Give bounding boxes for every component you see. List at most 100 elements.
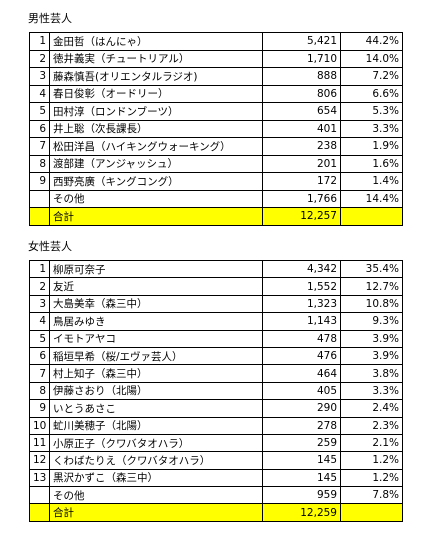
- percent-cell: 9.3%: [340, 312, 403, 331]
- rank-cell: 8: [29, 154, 50, 173]
- table-row: 13 黒沢かずこ（森三中） 145 1.2%: [29, 468, 403, 488]
- votes-cell: 4,342: [262, 259, 341, 279]
- percent-cell: 3.3%: [340, 119, 403, 138]
- percent-cell: 2.1%: [340, 433, 403, 453]
- table-row: 12 くわばたりえ（クワバタオハラ） 145 1.2%: [29, 451, 403, 470]
- table-row: 10 虻川美穂子（北陽） 278 2.3%: [29, 416, 403, 435]
- table-row: 11 小原正子（クワバタオハラ） 259 2.1%: [29, 433, 403, 453]
- percent-cell: 1.6%: [340, 154, 403, 173]
- rank-cell: 5: [29, 329, 50, 348]
- votes-cell: 1,323: [262, 294, 341, 314]
- rank-cell: 11: [29, 433, 50, 453]
- percent-cell: 12.7%: [340, 277, 403, 296]
- table-row: 1 金田哲（はんにゃ） 5,421 44.2%: [29, 32, 403, 51]
- table-row: 8 伊藤さおり（北陽） 405 3.3%: [29, 381, 403, 401]
- table-row: その他 959 7.8%: [29, 486, 403, 505]
- name-cell: 村上知子（森三中）: [49, 364, 263, 383]
- votes-cell: 5,421: [262, 32, 341, 51]
- name-cell: 虻川美穂子（北陽）: [49, 416, 263, 435]
- votes-cell: 654: [262, 102, 341, 121]
- votes-cell: 145: [262, 468, 341, 488]
- table-row: 3 大島美幸（森三中） 1,323 10.8%: [29, 294, 403, 314]
- percent-cell: 3.8%: [340, 364, 403, 383]
- votes-cell: 478: [262, 329, 341, 348]
- female-section-title: 女性芸人: [28, 240, 72, 253]
- rank-cell: 5: [29, 102, 50, 121]
- name-cell: 西野亮廣（キングコング）: [49, 172, 263, 191]
- votes-cell: 238: [262, 137, 341, 156]
- rank-cell: [29, 486, 50, 505]
- name-cell: 徳井義実（チュートリアル）: [49, 49, 263, 68]
- table-row: 5 田村淳（ロンドンブーツ） 654 5.3%: [29, 102, 403, 121]
- percent-cell: 7.8%: [340, 486, 403, 505]
- rank-cell: [29, 189, 50, 208]
- name-cell: 藤森慎吾(オリエンタルラジオ): [49, 67, 263, 86]
- table-row: 9 西野亮廣（キングコング） 172 1.4%: [29, 172, 403, 191]
- table-row: 3 藤森慎吾(オリエンタルラジオ) 888 7.2%: [29, 67, 403, 86]
- percent-cell: 14.0%: [340, 49, 403, 68]
- name-cell: 春日俊彰（オードリー）: [49, 84, 263, 103]
- name-cell: その他: [49, 189, 263, 208]
- total-rank-cell: [29, 207, 50, 226]
- name-cell: 田村淳（ロンドンブーツ）: [49, 102, 263, 121]
- table-row: 9 いとうあさこ 290 2.4%: [29, 399, 403, 418]
- percent-cell: 1.4%: [340, 172, 403, 191]
- total-rank-cell: [29, 503, 50, 522]
- table-row: その他 1,766 14.4%: [29, 189, 403, 208]
- votes-cell: 259: [262, 433, 341, 453]
- rank-cell: 12: [29, 451, 50, 470]
- total-row: 合計 12,259: [29, 503, 403, 522]
- male-section-title: 男性芸人: [28, 12, 72, 25]
- name-cell: 金田哲（はんにゃ）: [49, 32, 263, 51]
- rank-cell: 13: [29, 468, 50, 488]
- votes-cell: 1,143: [262, 312, 341, 331]
- votes-cell: 476: [262, 346, 341, 366]
- votes-cell: 278: [262, 416, 341, 435]
- total-votes: 12,259: [262, 503, 341, 522]
- name-cell: その他: [49, 486, 263, 505]
- percent-cell: 5.3%: [340, 102, 403, 121]
- votes-cell: 1,766: [262, 189, 341, 208]
- rank-cell: 3: [29, 67, 50, 86]
- name-cell: 伊藤さおり（北陽）: [49, 381, 263, 401]
- votes-cell: 1,710: [262, 49, 341, 68]
- name-cell: 松田洋昌（ハイキングウォーキング）: [49, 137, 263, 156]
- table-row: 4 鳥居みゆき 1,143 9.3%: [29, 312, 403, 331]
- total-label: 合計: [49, 503, 263, 522]
- rank-cell: 7: [29, 364, 50, 383]
- rank-cell: 4: [29, 312, 50, 331]
- rank-cell: 4: [29, 84, 50, 103]
- name-cell: 渡部建（アンジャッシュ）: [49, 154, 263, 173]
- name-cell: 鳥居みゆき: [49, 312, 263, 331]
- male-ranking-table: 1 金田哲（はんにゃ） 5,421 44.2% 2 徳井義実（チュートリアル） 1,710 1…: [29, 32, 403, 226]
- total-votes: 12,257: [262, 207, 341, 226]
- table-row: 5 イモトアヤコ 478 3.9%: [29, 329, 403, 348]
- votes-cell: 405: [262, 381, 341, 401]
- rank-cell: 6: [29, 346, 50, 366]
- rank-cell: 10: [29, 416, 50, 435]
- percent-cell: 3.3%: [340, 381, 403, 401]
- table-row: 8 渡部建（アンジャッシュ） 201 1.6%: [29, 154, 403, 173]
- table-row: 1 柳原可奈子 4,342 35.4%: [29, 259, 403, 279]
- rank-cell: 1: [29, 259, 50, 279]
- name-cell: 稲垣早希（桜/エヴァ芸人）: [49, 346, 263, 366]
- table-row: 6 稲垣早希（桜/エヴァ芸人） 476 3.9%: [29, 346, 403, 366]
- name-cell: 柳原可奈子: [49, 259, 263, 279]
- name-cell: 大島美幸（森三中）: [49, 294, 263, 314]
- total-row: 合計 12,257: [29, 207, 403, 226]
- percent-cell: 1.9%: [340, 137, 403, 156]
- votes-cell: 888: [262, 67, 341, 86]
- name-cell: 黒沢かずこ（森三中）: [49, 468, 263, 488]
- percent-cell: 1.2%: [340, 468, 403, 488]
- votes-cell: 1,552: [262, 277, 341, 296]
- votes-cell: 172: [262, 172, 341, 191]
- rank-cell: 2: [29, 49, 50, 68]
- percent-cell: 2.3%: [340, 416, 403, 435]
- percent-cell: 44.2%: [340, 32, 403, 51]
- votes-cell: 464: [262, 364, 341, 383]
- name-cell: 友近: [49, 277, 263, 296]
- percent-cell: 3.9%: [340, 346, 403, 366]
- percent-cell: 1.2%: [340, 451, 403, 470]
- total-percent-cell: [340, 503, 403, 522]
- percent-cell: 7.2%: [340, 67, 403, 86]
